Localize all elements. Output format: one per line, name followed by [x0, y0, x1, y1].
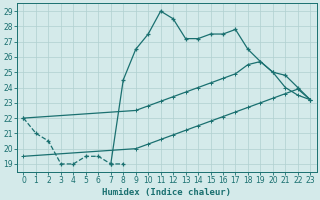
X-axis label: Humidex (Indice chaleur): Humidex (Indice chaleur) — [102, 188, 231, 197]
